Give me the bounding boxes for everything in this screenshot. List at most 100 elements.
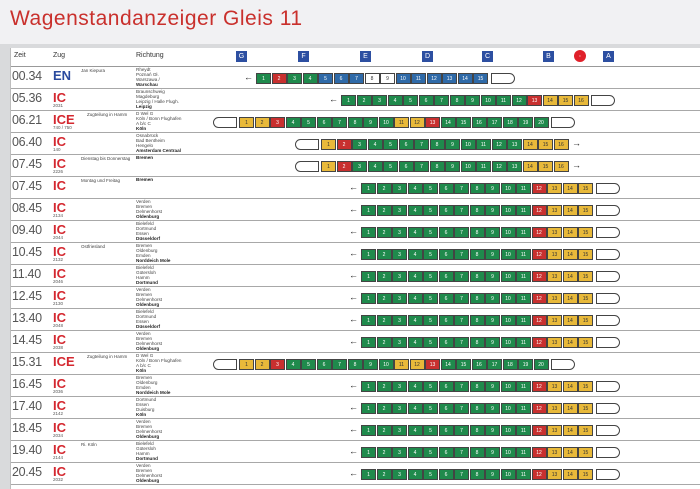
coach: 4 (407, 249, 423, 260)
table-row: 20.45 IC 2032 Verden Bremen Delmenhorst Oldenb… (11, 462, 700, 485)
coach: 6 (438, 403, 454, 414)
destination-stop: Verden (136, 287, 151, 292)
train-type: IC (53, 442, 66, 457)
coach: 7 (414, 139, 429, 150)
train-composition: ← 1 2 3 4 5 6 7 8 9 10 11 12 13 14 15 (11, 446, 700, 458)
coach: 11 (476, 161, 491, 172)
coach: 14 (562, 447, 578, 458)
coach: 6 (438, 293, 454, 304)
coach: 4 (407, 403, 423, 414)
coach: 14 (562, 381, 578, 392)
train-composition: ← 1 2 3 4 5 6 7 8 9 10 11 12 13 14 15 (11, 72, 700, 84)
destination-stop: Warschau (136, 82, 158, 87)
coach: 11 (516, 271, 531, 282)
train-composition: 1 2 3 4 5 6 7 8 9 10 11 12 13 14 15 16 → (11, 160, 700, 172)
coach: 11 (394, 117, 409, 128)
coach: 12 (531, 293, 547, 304)
train-number: 2036 (53, 389, 64, 394)
coach: 3 (352, 161, 367, 172)
coach: 13 (547, 183, 562, 194)
coach: 4 (407, 183, 423, 194)
destination-stop: Essen (136, 402, 149, 407)
coach: 3 (352, 139, 367, 150)
coach: 3 (392, 315, 407, 326)
direction-arrow-icon: ← (329, 94, 338, 104)
coach: 14 (562, 425, 578, 436)
departure-time: 19.40 (12, 443, 42, 457)
coach: 7 (454, 205, 469, 216)
locomotive-icon (595, 271, 620, 282)
direction-arrow-icon: ← (349, 292, 358, 302)
coach: 15 (578, 447, 593, 458)
destination-list: Bremen Oldenburg Emden Norddeich Mole (136, 243, 226, 263)
coach: 11 (516, 293, 531, 304)
locomotive-icon (213, 359, 237, 370)
departure-time: 20.45 (12, 465, 42, 479)
coach: 10 (460, 161, 476, 172)
train-composition: 1 2 3 4 5 6 7 8 9 10 11 12 13 14 15 16 17 18 19 20 (11, 359, 700, 370)
coach: 3 (270, 359, 285, 370)
board-header: Zeit Zug Richtung G F E D C B • A (11, 48, 700, 67)
coach: 5 (301, 117, 316, 128)
destination-stop: Emden (136, 253, 151, 258)
coach: 10 (500, 205, 516, 216)
destination-stop: Verden (136, 463, 151, 468)
departure-time: 00.34 (12, 69, 42, 83)
destination-stop: Bremen (136, 336, 153, 341)
departure-time: 18.45 (12, 421, 42, 435)
train-note: Zugteilung in Hamm (87, 354, 128, 359)
coach: 12 (531, 425, 547, 436)
destination-stop: Bremen (136, 204, 153, 209)
coach: 14 (522, 161, 538, 172)
coach: 3 (392, 205, 407, 216)
destination-stop: Oldenburg (136, 434, 160, 439)
coach: 12 (531, 337, 547, 348)
destination-list: Braunschweig Magdeburg Leipzig / Halle Flu… (136, 89, 226, 109)
destination-list: Verden Bremen Delmenhorst Oldenburg (136, 287, 226, 307)
coach: 9 (485, 403, 500, 414)
coach: 10 (500, 337, 516, 348)
sector-g: G (236, 51, 247, 62)
destination-stop: Bremen (136, 177, 154, 182)
destination-list: Verden Bremen Delmenhorst Oldenburg (136, 331, 226, 351)
direction-arrow-icon: ← (244, 72, 253, 82)
locomotive-icon (490, 73, 515, 84)
coach: 6 (418, 95, 434, 106)
coach: 8 (429, 139, 445, 150)
coach: 7 (332, 117, 347, 128)
train-number: 2044 (53, 235, 64, 240)
coach: 14 (562, 315, 578, 326)
coach: 1 (361, 381, 376, 392)
coach: 13 (547, 315, 562, 326)
coach: 11 (411, 73, 426, 84)
coach: 7 (454, 381, 469, 392)
coach: 5 (423, 205, 438, 216)
coach: 7 (454, 337, 469, 348)
train-type: IC (53, 398, 66, 413)
coach: 4 (407, 293, 423, 304)
coach: 11 (394, 359, 409, 370)
coach: 11 (476, 139, 491, 150)
train-type: IC (53, 310, 66, 325)
coach: 14 (562, 469, 578, 480)
coach: 5 (423, 249, 438, 260)
coach: 4 (387, 95, 403, 106)
table-row: 17.40 IC 2142 Dortmund Essen Duisburg Köln ← 1 2 3… (11, 396, 700, 419)
coach: 2 (376, 315, 392, 326)
coach: 5 (423, 337, 438, 348)
coach: 7 (414, 161, 429, 172)
locomotive-icon (595, 403, 620, 414)
coach: 9 (363, 359, 378, 370)
coach: 6 (398, 139, 414, 150)
coach: 13 (547, 447, 562, 458)
train-note: Ostfriesland (81, 244, 106, 249)
coach: 1 (361, 469, 376, 480)
direction-arrow-icon: ← (349, 248, 358, 258)
coach: 9 (485, 183, 500, 194)
departure-time: 08.45 (12, 201, 42, 215)
destination-stop: D Wel G (136, 111, 154, 116)
coach: 6 (438, 249, 454, 260)
train-note: Jan Kiepura (81, 68, 106, 73)
coach: 12 (531, 403, 547, 414)
coach: 15 (558, 95, 573, 106)
